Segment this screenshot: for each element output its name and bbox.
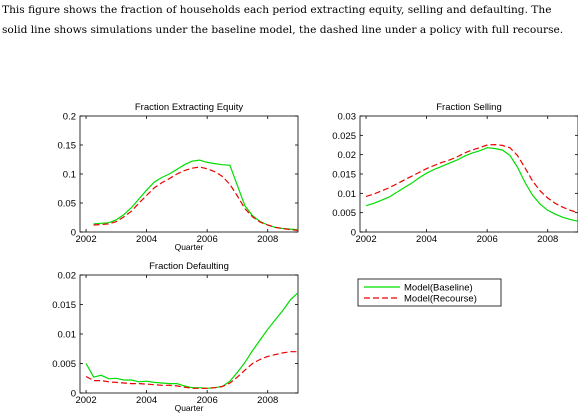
- chart-panel-2: Fraction Selling 0 0.005 0.01 0.015 0.02 0.025…: [332, 102, 578, 245]
- x-tick-label: 2002: [355, 234, 376, 245]
- y-tick-label: 0.05: [58, 199, 77, 210]
- x-tick-label: 2008: [537, 234, 558, 245]
- y-tick-label: 0: [71, 389, 76, 400]
- figure-caption: This figure shows the fraction of househ…: [2, 4, 564, 36]
- y-tick-label: 0.025: [332, 131, 356, 142]
- x-axis-label: Quarter: [175, 403, 204, 413]
- chart-title: Fraction Selling: [436, 102, 501, 113]
- y-tick-label: 0.005: [52, 359, 76, 370]
- x-tick-label: 2002: [75, 234, 96, 245]
- chart-title: Fraction Extracting Equity: [135, 102, 243, 113]
- series-line-baseline: [365, 147, 578, 222]
- legend: Model(Baseline)Model(Recourse): [357, 278, 502, 307]
- x-tick-label: 2004: [136, 234, 157, 245]
- series-line-recourse: [365, 143, 578, 214]
- plot-area: [79, 115, 299, 233]
- x-axis-label: Quarter: [175, 242, 204, 252]
- y-tick-label: 0.015: [52, 300, 76, 311]
- series-line-recourse: [85, 351, 298, 389]
- plot-area: [359, 115, 578, 233]
- chart-panel-1: Fraction Extracting Equity 0 0.05 0.1 0.15 0.…: [58, 102, 299, 252]
- x-tick-label: 2006: [197, 234, 218, 245]
- chart-panel-3: Fraction Defaulting 0 0.005 0.01 0.015 0.02 20…: [52, 261, 299, 413]
- x-tick-label: 2006: [197, 395, 218, 406]
- series-line-baseline: [85, 292, 299, 389]
- y-tick-label: 0.15: [58, 141, 77, 152]
- x-tick-label: 2006: [477, 234, 498, 245]
- y-tick-label: 0: [351, 228, 356, 239]
- legend-label: Model(Baseline): [404, 283, 473, 294]
- y-tick-label: 0: [71, 228, 76, 239]
- y-tick-label: 0.1: [63, 170, 76, 181]
- y-tick-label: 0.01: [338, 189, 357, 200]
- y-tick-label: 0.005: [332, 208, 356, 219]
- y-tick-label: 0.01: [58, 330, 77, 341]
- plot-area: [79, 274, 299, 394]
- chart-title: Fraction Defaulting: [149, 261, 229, 272]
- y-tick-label: 0.02: [338, 150, 357, 161]
- x-tick-label: 2008: [257, 395, 278, 406]
- x-tick-label: 2004: [416, 234, 437, 245]
- series-line-recourse: [93, 166, 299, 231]
- series-line-baseline: [93, 159, 299, 231]
- y-tick-label: 0.02: [58, 271, 77, 282]
- legend-label: Model(Recourse): [404, 294, 477, 305]
- legend-box: [357, 278, 502, 307]
- x-tick-label: 2004: [136, 395, 157, 406]
- x-tick-label: 2008: [257, 234, 278, 245]
- y-tick-label: 0.03: [338, 112, 357, 123]
- x-tick-label: 2002: [75, 395, 96, 406]
- y-tick-label: 0.015: [332, 170, 356, 181]
- y-tick-label: 0.2: [63, 112, 76, 123]
